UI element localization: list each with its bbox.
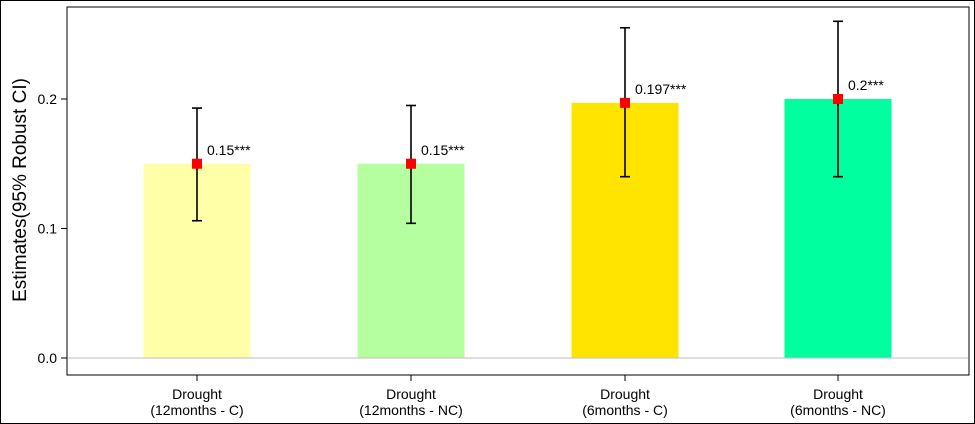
bars-layer (143, 99, 892, 358)
estimate-point (406, 158, 416, 169)
y-axis: 0.0 0.1 0.2 (38, 91, 68, 366)
errorbars-layer (192, 20, 843, 225)
x-tick-label: Drought (6months - C) (582, 386, 668, 418)
y-tick-label: 0.1 (38, 221, 58, 237)
x-tick-label-line: (6months - NC) (790, 402, 886, 418)
x-tick-label: Drought (12months - C) (150, 386, 243, 418)
data-label: 0.197*** (635, 81, 687, 97)
points-layer (192, 94, 843, 169)
x-tick-label: Drought (12months - NC) (359, 386, 462, 418)
data-label: 0.15*** (207, 142, 251, 158)
x-tick-label: Drought (6months - NC) (790, 386, 886, 418)
estimate-point (192, 158, 202, 169)
estimate-point (833, 94, 843, 104)
x-axis: Drought (12months - C)Drought (12months - … (150, 375, 886, 418)
x-tick-label-line: Drought (813, 386, 863, 402)
data-label: 0.2*** (848, 77, 884, 93)
y-tick-label: 0.2 (38, 91, 58, 107)
x-tick-label-line: (12months - NC) (359, 402, 462, 418)
x-tick-label-line: Drought (172, 386, 222, 402)
data-label: 0.15*** (421, 142, 465, 158)
x-tick-label-line: Drought (600, 386, 650, 402)
x-tick-label-line: (12months - C) (150, 402, 243, 418)
y-axis-label: Estimates(95% Robust CI) (10, 78, 31, 302)
x-tick-label-line: (6months - C) (582, 402, 668, 418)
y-tick-label: 0.0 (38, 350, 58, 366)
data-labels-layer: 0.15*** 0.15*** 0.197*** 0.2*** (207, 77, 884, 158)
x-tick-label-line: Drought (386, 386, 436, 402)
estimate-point (620, 97, 630, 108)
